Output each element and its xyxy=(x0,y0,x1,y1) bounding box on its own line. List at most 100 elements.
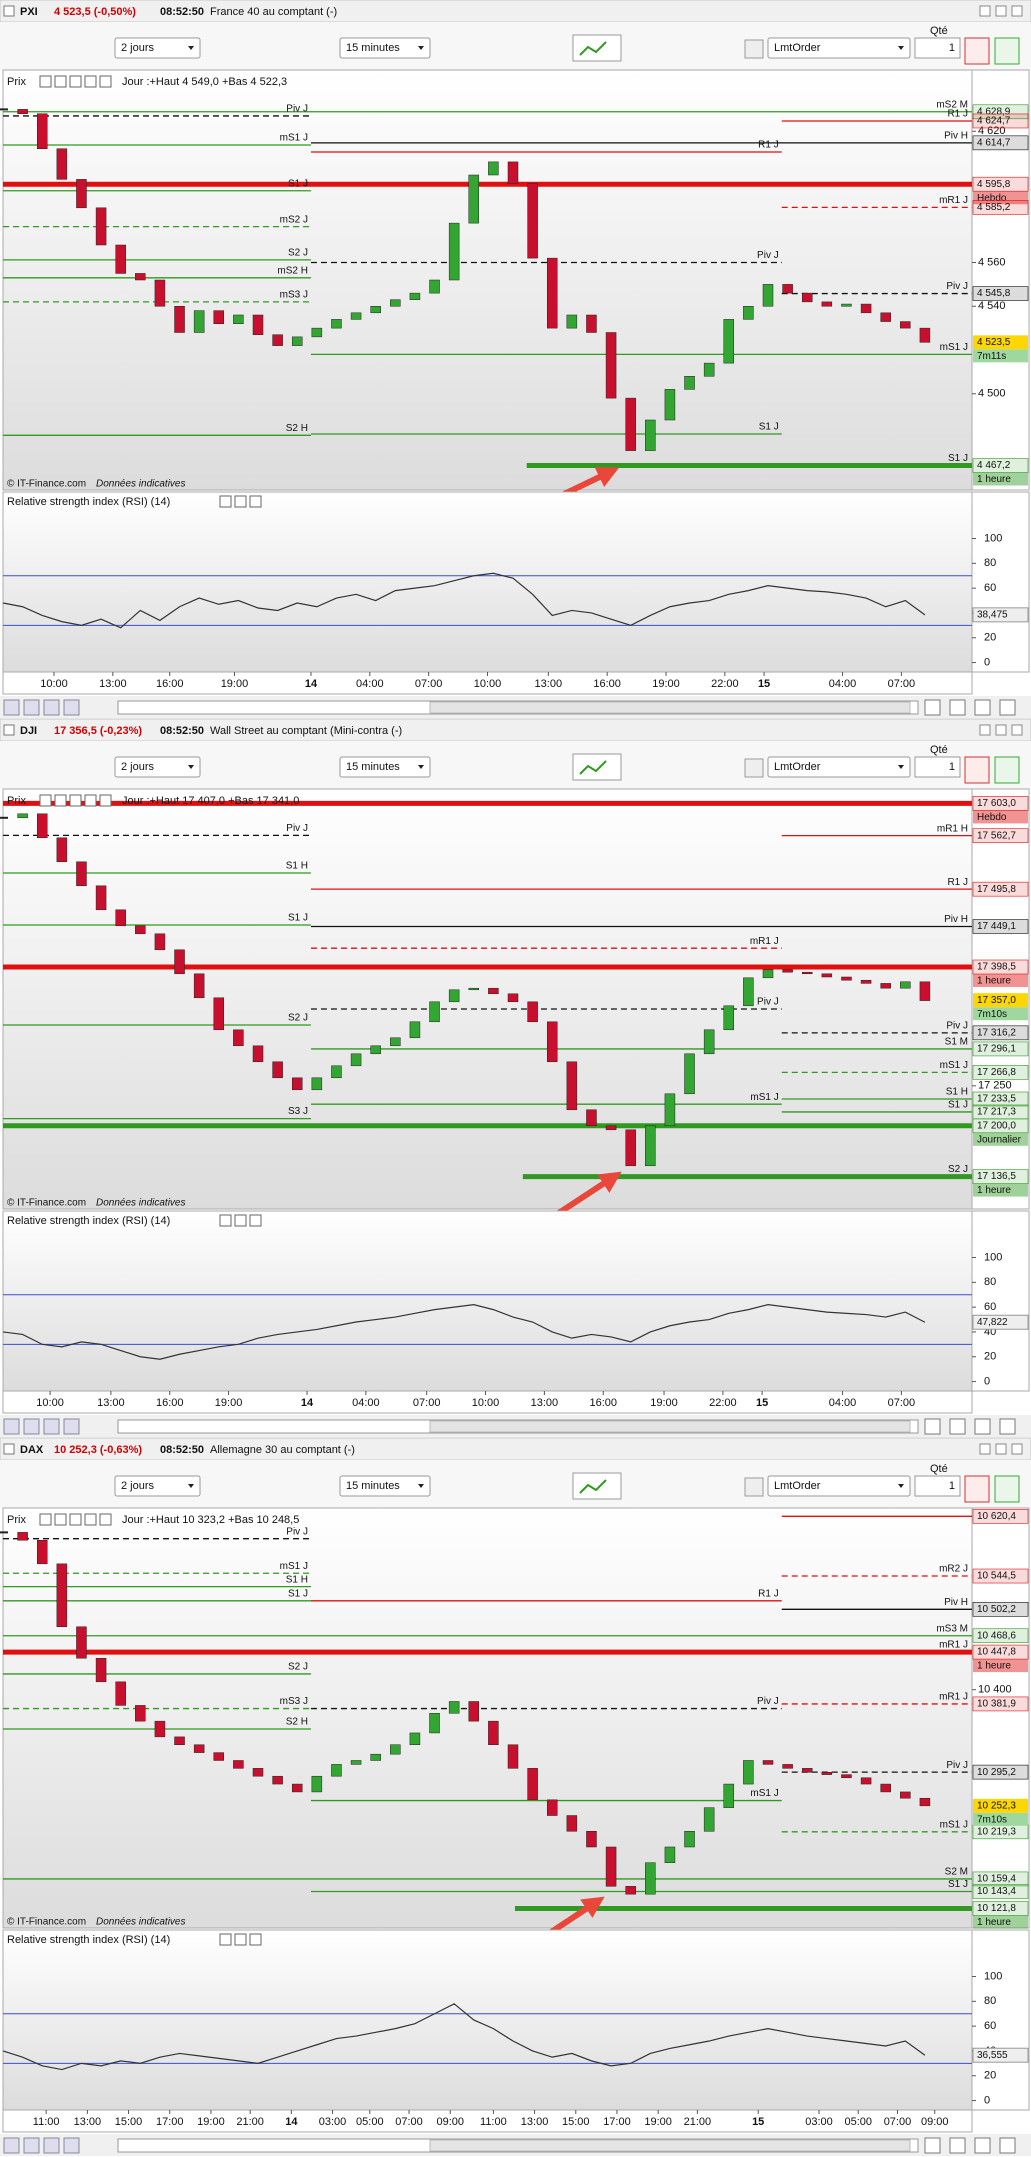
zoom-tool[interactable] xyxy=(999,1418,1016,1435)
chart-tool[interactable] xyxy=(54,75,67,88)
bottom-tool[interactable] xyxy=(23,2137,40,2154)
chart-tool[interactable] xyxy=(39,1513,52,1526)
candle xyxy=(213,997,225,1031)
rsi-axis xyxy=(971,1929,1030,2111)
bottom-tool[interactable] xyxy=(43,2137,60,2154)
chart-tool[interactable] xyxy=(54,1513,67,1526)
annotation-arrowhead xyxy=(580,1896,605,1918)
scroll-thumb[interactable] xyxy=(429,2139,911,2152)
x-tick-label: 04:00 xyxy=(356,678,384,690)
candle xyxy=(174,1736,185,1745)
rsi-tick-label: 20 xyxy=(984,632,996,644)
scroll-thumb[interactable] xyxy=(429,701,911,714)
window-button[interactable] xyxy=(979,1443,991,1455)
rsi-tool[interactable] xyxy=(249,1214,262,1227)
chart-tool[interactable] xyxy=(69,1513,82,1526)
window-button[interactable] xyxy=(1011,5,1023,17)
period-select[interactable] xyxy=(114,37,201,59)
rsi-tool[interactable] xyxy=(219,1214,232,1227)
zoom-tool[interactable] xyxy=(949,1418,966,1435)
tool-button[interactable] xyxy=(744,39,764,59)
window-button[interactable] xyxy=(995,5,1007,17)
collapse-button[interactable] xyxy=(3,5,15,17)
zoom-tool[interactable] xyxy=(974,1418,991,1435)
panel: DAX 10 252,3 (-0,63%) 08:52:50 Allemagne 30… xyxy=(0,1437,1031,2156)
candle xyxy=(272,1775,283,1785)
rsi-tool[interactable] xyxy=(234,1933,247,1946)
chart-tool[interactable] xyxy=(39,794,52,807)
bottom-tool[interactable] xyxy=(23,699,40,716)
rsi-tool[interactable] xyxy=(249,1933,262,1946)
window-button[interactable] xyxy=(1011,724,1023,736)
zoom-tool[interactable] xyxy=(999,2137,1016,2154)
candle xyxy=(860,1777,872,1785)
tool-button[interactable] xyxy=(744,1477,764,1497)
qty-input[interactable] xyxy=(914,37,961,59)
order-type-select[interactable] xyxy=(767,1475,911,1497)
chart-type-button[interactable] xyxy=(572,753,622,781)
chart-tool[interactable] xyxy=(99,75,112,88)
zoom-tool[interactable] xyxy=(949,699,966,716)
rsi-tool[interactable] xyxy=(249,495,262,508)
bottom-tool[interactable] xyxy=(63,1418,80,1435)
candle xyxy=(252,1768,264,1777)
chart-tool[interactable] xyxy=(54,794,67,807)
window-button[interactable] xyxy=(1011,1443,1023,1455)
chart-tool[interactable] xyxy=(84,794,97,807)
chart-tool[interactable] xyxy=(39,75,52,88)
bottom-tool[interactable] xyxy=(3,699,20,716)
chart-tool[interactable] xyxy=(99,794,112,807)
interval-select[interactable] xyxy=(339,37,431,59)
zoom-tool[interactable] xyxy=(974,699,991,716)
interval-select-arrow xyxy=(418,765,424,769)
interval-select[interactable] xyxy=(339,1475,431,1497)
bottom-tool[interactable] xyxy=(23,1418,40,1435)
order-type-select[interactable] xyxy=(767,37,911,59)
chart-tool[interactable] xyxy=(99,1513,112,1526)
qty-input[interactable] xyxy=(914,756,961,778)
chart-tool[interactable] xyxy=(69,75,82,88)
chart-tool[interactable] xyxy=(84,75,97,88)
order-type-select[interactable] xyxy=(767,756,911,778)
buy-button[interactable] xyxy=(964,756,990,784)
window-button[interactable] xyxy=(995,1443,1007,1455)
rsi-tool[interactable] xyxy=(234,495,247,508)
buy-button[interactable] xyxy=(964,37,990,65)
bottom-tool[interactable] xyxy=(63,699,80,716)
zoom-tool[interactable] xyxy=(949,2137,966,2154)
chart-tool[interactable] xyxy=(84,1513,97,1526)
sell-button[interactable] xyxy=(994,756,1020,784)
collapse-button[interactable] xyxy=(3,1443,15,1455)
period-select[interactable] xyxy=(114,756,201,778)
price-chart-area xyxy=(2,1507,973,1929)
sell-button[interactable] xyxy=(994,37,1020,65)
collapse-button[interactable] xyxy=(3,724,15,736)
rsi-tool[interactable] xyxy=(219,495,232,508)
zoom-tool[interactable] xyxy=(974,2137,991,2154)
zoom-tool[interactable] xyxy=(999,699,1016,716)
period-select[interactable] xyxy=(114,1475,201,1497)
level-note-text: 1 heure xyxy=(977,1185,1011,1196)
scroll-thumb[interactable] xyxy=(429,1420,911,1433)
tool-button[interactable] xyxy=(744,758,764,778)
bottom-tool[interactable] xyxy=(43,699,60,716)
zoom-tool[interactable] xyxy=(924,2137,941,2154)
rsi-tool[interactable] xyxy=(234,1214,247,1227)
sell-button[interactable] xyxy=(994,1475,1020,1503)
qty-input[interactable] xyxy=(914,1475,961,1497)
window-button[interactable] xyxy=(979,724,991,736)
chart-type-button[interactable] xyxy=(572,34,622,62)
rsi-tool[interactable] xyxy=(219,1933,232,1946)
bottom-tool[interactable] xyxy=(63,2137,80,2154)
zoom-tool[interactable] xyxy=(924,699,941,716)
chart-type-button[interactable] xyxy=(572,1472,622,1500)
interval-select[interactable] xyxy=(339,756,431,778)
bottom-tool[interactable] xyxy=(3,1418,20,1435)
window-button[interactable] xyxy=(979,5,991,17)
bottom-tool[interactable] xyxy=(3,2137,20,2154)
chart-tool[interactable] xyxy=(69,794,82,807)
window-button[interactable] xyxy=(995,724,1007,736)
bottom-tool[interactable] xyxy=(43,1418,60,1435)
zoom-tool[interactable] xyxy=(924,1418,941,1435)
buy-button[interactable] xyxy=(964,1475,990,1503)
